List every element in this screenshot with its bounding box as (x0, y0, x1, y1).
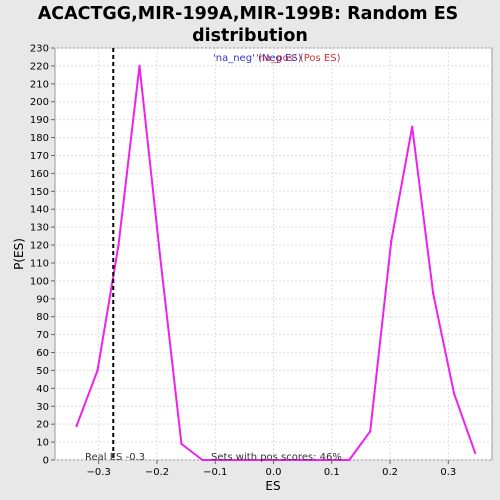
y-tick-label: 60 (36, 348, 49, 359)
data-point (138, 64, 141, 68)
data-point (306, 458, 309, 462)
gridlines (55, 47, 492, 461)
y-tick-label: 210 (30, 79, 49, 90)
y-tick-label: 10 (36, 438, 49, 449)
x-tick-label: −0.3 (87, 467, 111, 478)
y-tick-label: 110 (30, 258, 49, 269)
x-tick-label: −0.2 (145, 467, 169, 478)
data-point (117, 243, 120, 247)
pos-scores-annotation: Sets with pos scores: 46% (211, 452, 342, 463)
y-tick-label: 150 (30, 187, 49, 198)
y-tick-label: 80 (36, 312, 49, 323)
y-tick-label: 180 (30, 133, 49, 144)
x-tick-label: 0.0 (266, 467, 282, 478)
real-es-annotation: Real ES -0.3 (85, 452, 145, 463)
x-tick-label: −0.1 (203, 467, 227, 478)
data-point (285, 458, 288, 462)
x-axis-label: ES (265, 479, 280, 493)
data-point (431, 292, 435, 295)
y-tick-label: 140 (30, 205, 49, 216)
chart-title-line-1: ACACTGG,MIR-199A,MIR-199B: Random ES (38, 4, 459, 24)
data-point (348, 458, 351, 462)
chart-title-line-2: distribution (192, 26, 308, 46)
y-tick-label: 120 (30, 241, 49, 252)
data-point (452, 392, 456, 395)
data-point (389, 240, 393, 243)
data-point (327, 458, 330, 462)
y-tick-label: 50 (36, 366, 49, 377)
data-point (473, 451, 477, 455)
y-tick-label: 0 (43, 456, 49, 467)
y-tick-label: 230 (30, 44, 49, 55)
y-tick-label: 40 (36, 384, 49, 395)
axes: 0 10 20 30 40 50 60 70 80 90 100 110 120 130 140 150 160… (30, 44, 456, 479)
x-tick-label: 0.1 (324, 467, 340, 478)
y-tick-label: 20 (36, 420, 49, 431)
y-tick-label: 130 (30, 223, 49, 234)
data-point (201, 458, 204, 462)
y-tick-label: 90 (36, 294, 49, 305)
y-axis-label: P(ES) (12, 238, 26, 270)
data-point (159, 258, 162, 261)
y-tick-label: 190 (30, 115, 49, 126)
data-point (264, 458, 267, 462)
data-point (222, 458, 225, 462)
data-point (96, 369, 99, 372)
data-point (410, 125, 414, 129)
data-point (243, 458, 246, 462)
series-line (75, 64, 477, 461)
y-tick-label: 220 (30, 61, 49, 72)
y-tick-label: 170 (30, 151, 49, 162)
legend-neg-es: 'na_neg' (Neg ES) (213, 53, 302, 64)
series-layer (75, 64, 477, 462)
data-point (369, 430, 372, 433)
legend-pos-es: 'na_pos' (Pos ES) (256, 53, 341, 64)
y-tick-label: 160 (30, 169, 49, 180)
data-point (180, 442, 183, 446)
x-tick-label: 0.2 (382, 467, 398, 478)
x-tick-label: 0.3 (440, 467, 456, 478)
data-point (75, 424, 78, 428)
y-tick-label: 30 (36, 402, 49, 413)
y-tick-label: 200 (30, 97, 49, 108)
y-tick-label: 100 (30, 276, 49, 287)
y-tick-label: 70 (36, 330, 49, 341)
